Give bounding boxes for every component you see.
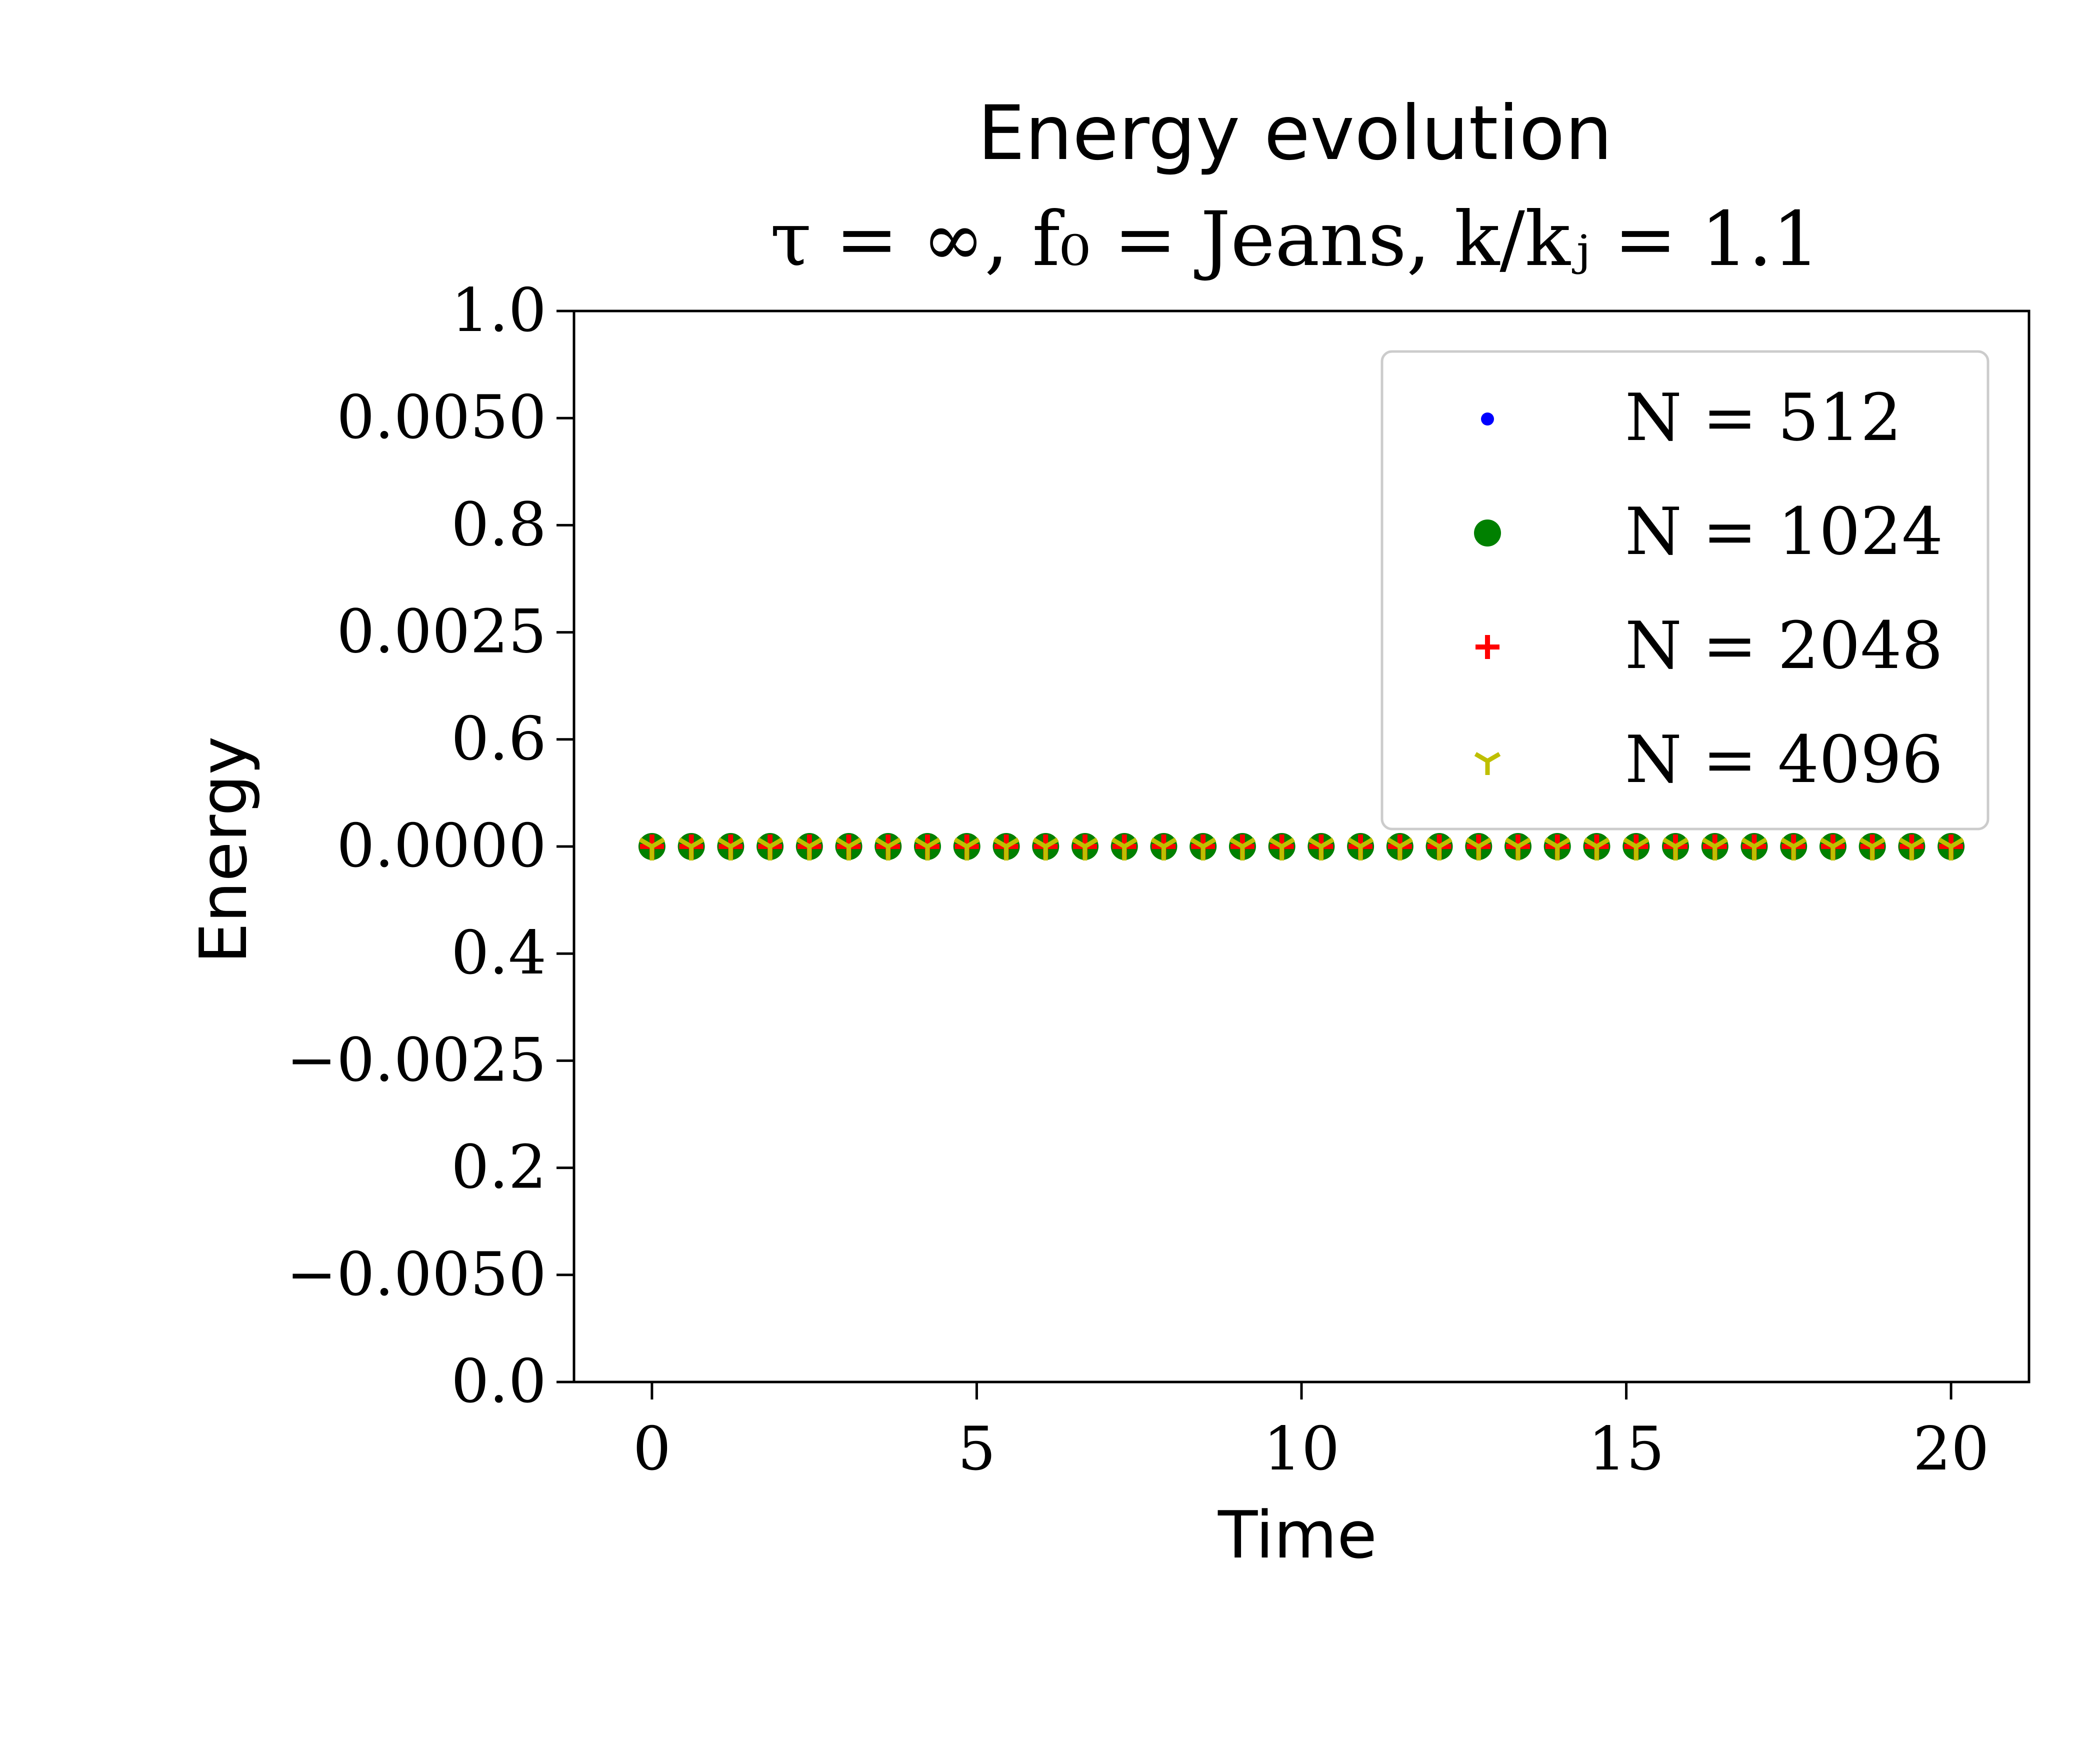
y-tick-label: 0.0050 xyxy=(336,383,546,452)
y-tick-label: −0.0050 xyxy=(286,1240,546,1310)
x-axis-label: Time xyxy=(1218,1497,1377,1573)
y-tick-label: 0.8 xyxy=(451,490,546,560)
legend-label: N = 512 xyxy=(1625,380,1902,456)
legend: N = 512 N = 1024 N = 2048 N = 4096 xyxy=(1382,352,1988,829)
y-tick-label: 1.0 xyxy=(451,276,546,346)
legend-marker xyxy=(1474,520,1501,546)
chart-subtitle: τ = ∞, f₀ = Jeans, k/kⱼ = 1.1 xyxy=(770,196,1820,283)
y-tick-label: 0.6 xyxy=(451,704,546,774)
x-tick-label: 15 xyxy=(1588,1414,1664,1484)
x-tick-label: 20 xyxy=(1913,1414,1990,1484)
legend-label: N = 1024 xyxy=(1625,494,1943,570)
y-axis-label: Energy xyxy=(186,736,262,964)
x-tick-label: 5 xyxy=(958,1414,996,1484)
y-tick-label: 0.0025 xyxy=(336,598,546,667)
legend-marker xyxy=(1481,412,1494,426)
y-tick-label: 0.0000 xyxy=(336,812,546,881)
y-tick-label: 0.4 xyxy=(451,918,546,988)
y-tick-label: 0.0 xyxy=(451,1347,546,1416)
y-tick-label: −0.0025 xyxy=(286,1026,546,1095)
x-tick-label: 10 xyxy=(1264,1414,1340,1484)
y-tick-label: 0.2 xyxy=(451,1133,546,1202)
legend-label: N = 2048 xyxy=(1625,608,1943,684)
x-tick-label: 0 xyxy=(633,1414,671,1484)
legend-label: N = 4096 xyxy=(1625,722,1943,798)
chart-title: Energy evolution xyxy=(978,90,1612,177)
